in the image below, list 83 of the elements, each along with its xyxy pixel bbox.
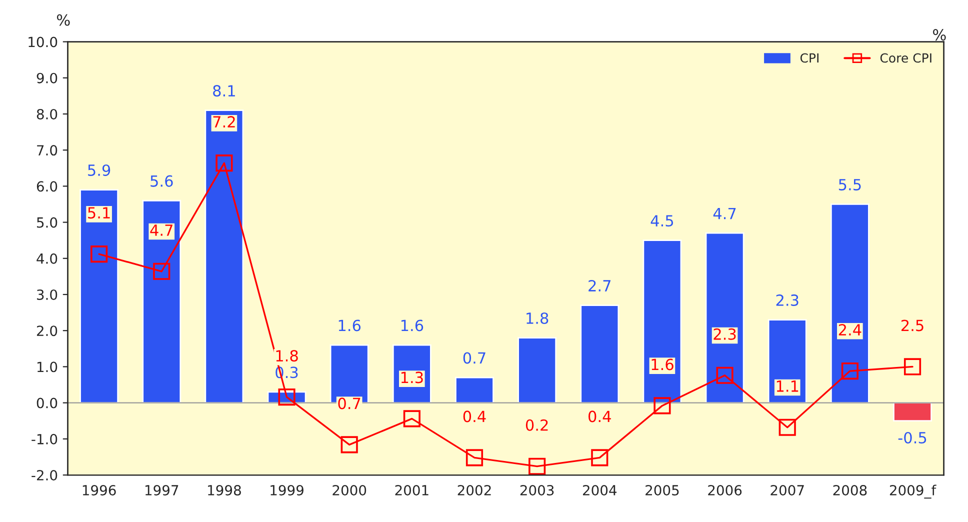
- data-label: 2.3: [776, 294, 798, 306]
- data-label: 0.4: [588, 410, 611, 422]
- y-tick-label: 10.0: [28, 36, 58, 48]
- x-tick-label: 2000: [332, 484, 366, 496]
- point: [778, 418, 796, 436]
- x-tick-label: 2003: [520, 484, 554, 496]
- y-tick-label: -1.0: [32, 434, 58, 444]
- bar: [455, 376, 494, 404]
- data-label: 1.6: [401, 320, 424, 332]
- y-tick-label: 6.0: [36, 181, 58, 192]
- point: [841, 362, 858, 380]
- y-tick-label: 0.0: [36, 398, 58, 408]
- y-tick-label: 8.0: [36, 108, 58, 120]
- point: [153, 262, 170, 280]
- y2-axis-title: %: [933, 29, 946, 41]
- y-tick-label: 4.0: [36, 253, 58, 264]
- data-label: 1.1: [776, 380, 798, 392]
- data-label: 0.7: [338, 398, 360, 410]
- x-tick-label: 2007: [770, 484, 804, 496]
- data-label: 4.5: [650, 215, 674, 227]
- data-label: 5.9: [88, 164, 110, 176]
- data-label: 7.2: [213, 116, 235, 128]
- x-tick-label: 2008: [833, 484, 867, 496]
- data-label: 0.7: [463, 352, 486, 364]
- y-tick-label: -2.0: [32, 470, 58, 480]
- bar: [204, 110, 244, 404]
- data-label: 4.7: [150, 224, 172, 236]
- legend-label: CPI: [800, 53, 818, 63]
- x-tick-label: 1998: [208, 484, 241, 496]
- x-tick-label: 2006: [708, 484, 742, 496]
- x-tick-label: 1999: [270, 484, 304, 496]
- point: [466, 449, 484, 466]
- bar: [893, 402, 932, 422]
- x-tick-label: 1996: [82, 484, 116, 496]
- point: [340, 436, 358, 454]
- y-tick-label: 2.0: [36, 326, 58, 336]
- legend-label: Core CPI: [880, 53, 932, 63]
- point: [278, 388, 296, 406]
- bar: [768, 319, 807, 404]
- x-tick-label: 1997: [145, 484, 178, 496]
- data-label: -0.5: [898, 432, 926, 444]
- x-tick-label: 2004: [582, 484, 617, 496]
- bar: [830, 204, 870, 404]
- data-label: 1.3: [401, 372, 423, 384]
- x-tick-label: 2001: [395, 484, 428, 496]
- data-label: 2.3: [714, 328, 736, 340]
- data-label: 2.7: [588, 280, 610, 292]
- data-label: 5.6: [150, 175, 173, 187]
- data-label: 1.6: [338, 320, 361, 332]
- point: [654, 397, 671, 414]
- point: [591, 449, 608, 466]
- y-tick-label: 5.0: [37, 217, 58, 228]
- y-tick-label: 1.0: [37, 362, 58, 372]
- x-tick-label: 2009_f: [890, 484, 936, 499]
- data-label: 2.5: [901, 320, 924, 332]
- data-label: 5.1: [88, 207, 110, 219]
- data-label: 2.4: [838, 324, 862, 336]
- data-label: 1.8: [276, 350, 298, 362]
- bar: [642, 240, 682, 404]
- data-label: 0.4: [463, 410, 486, 422]
- data-label: 4.7: [713, 208, 736, 220]
- bar: [580, 304, 620, 404]
- x-tick-label: 2002: [458, 484, 491, 496]
- point: [90, 246, 108, 263]
- point: [904, 358, 922, 376]
- bar: [80, 189, 119, 404]
- bar: [518, 337, 557, 404]
- y-axis-title: %: [56, 14, 70, 26]
- point: [216, 154, 233, 172]
- bar: [142, 200, 182, 404]
- point: [528, 458, 546, 475]
- data-label: 0.2: [526, 419, 548, 431]
- x-tick-label: 2005: [646, 484, 679, 496]
- point: [716, 366, 734, 384]
- y-tick-label: 7.0: [37, 145, 58, 156]
- y-tick-label: 9.0: [36, 72, 58, 84]
- data-label: 5.5: [838, 179, 861, 190]
- data-label: 1.6: [652, 358, 674, 370]
- data-label: 8.1: [213, 85, 235, 97]
- point: [403, 410, 420, 428]
- data-label: 1.8: [526, 312, 548, 324]
- bar: [705, 232, 744, 404]
- y-tick-label: 3.0: [37, 289, 58, 300]
